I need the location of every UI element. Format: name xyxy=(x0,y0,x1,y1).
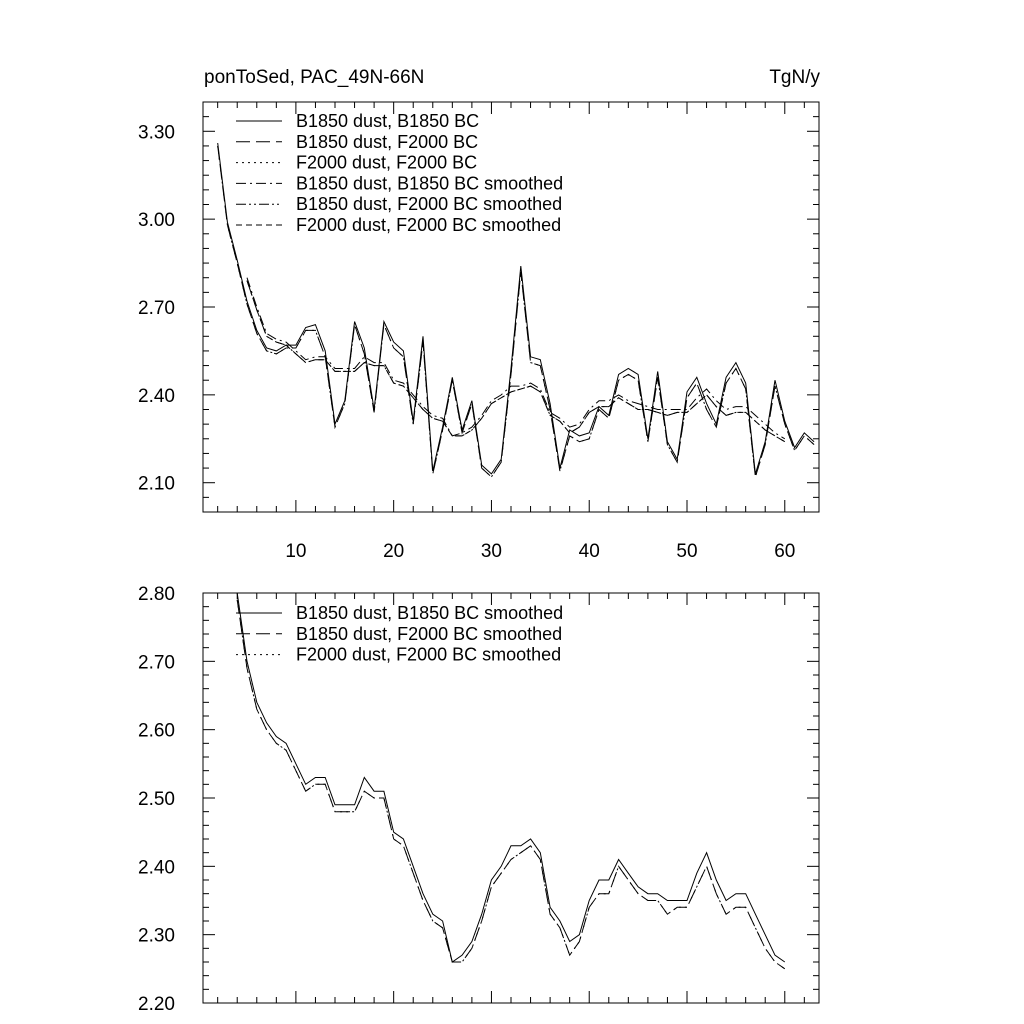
y-tick-label: 3.30 xyxy=(138,122,175,143)
legend-entry: B1850 dust, F2000 BC smoothed xyxy=(296,624,562,644)
series-line xyxy=(217,142,815,475)
top-panel: ponToSed, PAC_49N-66N TgN/y 10 20 30 40 50 60… xyxy=(138,67,820,562)
top-axes-ticks: 10 20 30 40 50 60 2.10 2.40 2.70 3.00 3.30 xyxy=(138,101,819,562)
x-tick-label: 50 xyxy=(676,541,697,562)
bottom-axes-ticks: 2.20 2.30 2.40 2.50 2.60 2.70 2.80 xyxy=(138,584,819,1015)
series-line xyxy=(246,280,786,443)
series-line xyxy=(246,277,786,440)
series-line xyxy=(246,280,786,443)
units-label: TgN/y xyxy=(769,67,820,88)
x-tick-label: 20 xyxy=(383,541,404,562)
chart-title: ponToSed, PAC_49N-66N xyxy=(204,67,424,88)
series-line xyxy=(217,145,815,478)
bottom-series-group xyxy=(236,592,786,970)
x-tick-label: 60 xyxy=(774,541,795,562)
legend-entry: B1850 dust, B1850 BC smoothed xyxy=(296,173,563,193)
y-tick-label: 2.20 xyxy=(138,994,175,1015)
x-tick-label: 30 xyxy=(481,541,502,562)
y-tick-label: 2.80 xyxy=(138,584,175,605)
y-tick-label: 2.10 xyxy=(138,474,175,495)
y-tick-label: 2.50 xyxy=(138,789,175,810)
legend-entry: B1850 dust, B1850 BC xyxy=(296,111,479,131)
y-tick-label: 3.00 xyxy=(138,210,175,231)
y-tick-label: 2.60 xyxy=(138,721,175,742)
legend-entry: F2000 dust, F2000 BC xyxy=(296,153,477,173)
series-line xyxy=(236,599,786,970)
legend-entry: B1850 dust, F2000 BC xyxy=(296,132,478,152)
x-tick-label: 10 xyxy=(285,541,306,562)
legend-entry: F2000 dust, F2000 BC smoothed xyxy=(296,215,561,235)
legend-entry: F2000 dust, F2000 BC smoothed xyxy=(296,645,561,665)
legend-entry: B1850 dust, B1850 BC smoothed xyxy=(296,603,563,623)
top-series-group xyxy=(217,142,815,478)
series-line xyxy=(236,592,786,963)
legend-entry: B1850 dust, F2000 BC smoothed xyxy=(296,194,562,214)
y-tick-label: 2.40 xyxy=(138,386,175,407)
y-tick-label: 2.70 xyxy=(138,652,175,673)
bottom-panel: 2.20 2.30 2.40 2.50 2.60 2.70 2.80 B1850 dust,… xyxy=(138,584,820,1015)
y-tick-label: 2.30 xyxy=(138,926,175,947)
y-tick-label: 2.40 xyxy=(138,857,175,878)
x-tick-label: 40 xyxy=(579,541,600,562)
y-tick-label: 2.70 xyxy=(138,298,175,319)
